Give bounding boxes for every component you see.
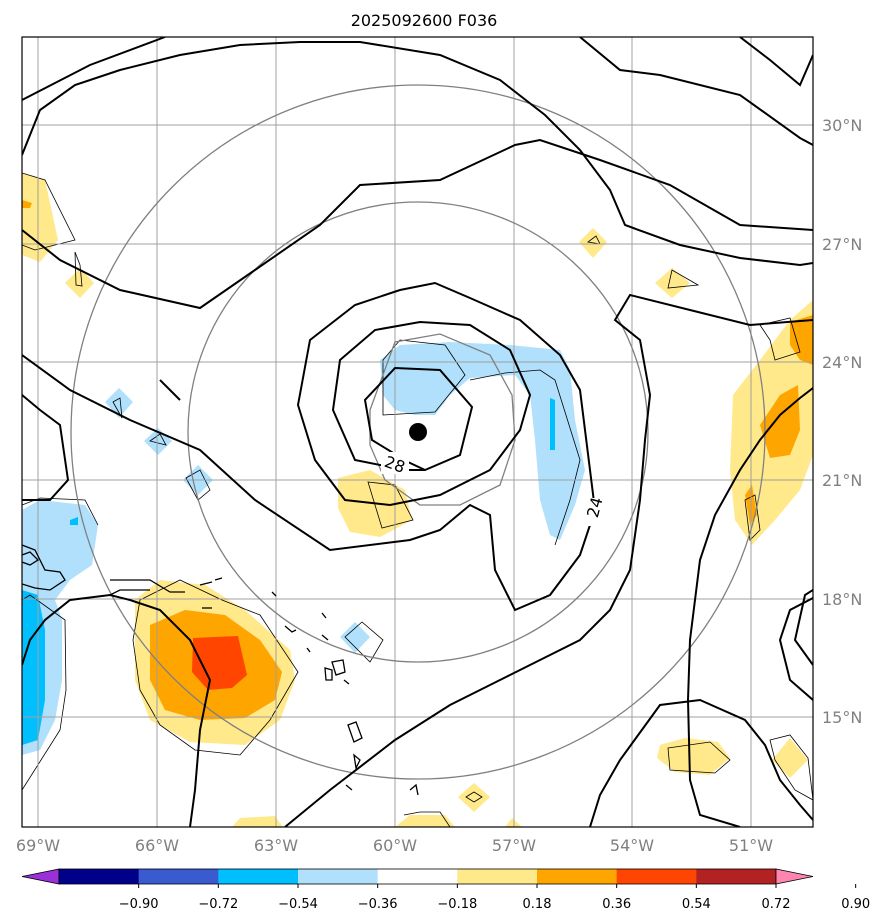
colorbar-segment bbox=[457, 869, 538, 884]
lat-label: 27°N bbox=[822, 235, 862, 254]
colorbar-ticks: −0.90 −0.72 −0.54 −0.36 −0.18 0.18 0.36 0.54 0.7… bbox=[119, 884, 870, 912]
colorbar-segment bbox=[537, 869, 618, 884]
colorbar-segment bbox=[377, 869, 458, 884]
shading-negative-low bbox=[22, 342, 585, 755]
longitude-axis-labels: 69°W 66°W 63°W 60°W 57°W 54°W 51°W bbox=[16, 836, 773, 855]
colorbar-tick-label: 0.36 bbox=[602, 897, 631, 912]
colorbar-tick-label: 0.90 bbox=[841, 897, 870, 912]
colorbar-segment bbox=[298, 869, 379, 884]
contour-label-24: 24 bbox=[583, 495, 607, 520]
lat-label: 24°N bbox=[822, 353, 862, 372]
lat-label: 15°N bbox=[822, 708, 862, 727]
map-panel: 28 24 bbox=[22, 37, 813, 827]
lat-label: 18°N bbox=[822, 590, 862, 609]
contour-label-bg-28 bbox=[381, 452, 409, 474]
colorbar-tick-label: −0.72 bbox=[198, 897, 238, 912]
colorbar-segment bbox=[696, 869, 777, 884]
lat-label: 21°N bbox=[822, 471, 862, 490]
colorbar-tick-label: −0.90 bbox=[119, 897, 159, 912]
bold-contours bbox=[22, 37, 813, 827]
lon-label: 66°W bbox=[135, 836, 179, 855]
colorbar-extend-low bbox=[21, 868, 60, 885]
lat-label: 30°N bbox=[822, 116, 862, 135]
colorbar: −0.90 −0.72 −0.54 −0.36 −0.18 0.18 0.36 0.54 0.7… bbox=[21, 868, 870, 912]
lat-lon-grid bbox=[22, 37, 813, 827]
colorbar-tick-label: 0.72 bbox=[762, 897, 791, 912]
lon-label: 57°W bbox=[492, 836, 536, 855]
colorbar-tick-label: −0.54 bbox=[278, 897, 318, 912]
colorbar-segment bbox=[138, 869, 219, 884]
colorbar-tick-label: 0.18 bbox=[523, 897, 552, 912]
colorbar-tick-label: −0.36 bbox=[358, 897, 398, 912]
colorbar-segment bbox=[218, 869, 299, 884]
storm-center-marker bbox=[409, 423, 427, 441]
lon-label: 51°W bbox=[729, 836, 773, 855]
map-frame bbox=[21, 36, 814, 828]
lon-label: 69°W bbox=[16, 836, 60, 855]
lon-label: 63°W bbox=[254, 836, 298, 855]
colorbar-segment bbox=[616, 869, 697, 884]
range-rings bbox=[70, 84, 766, 780]
lon-label: 54°W bbox=[610, 836, 654, 855]
colorbar-extend-high bbox=[775, 868, 814, 885]
colorbar-tick-label: −0.18 bbox=[437, 897, 477, 912]
colorbar-segment bbox=[59, 869, 140, 884]
lon-label: 60°W bbox=[373, 836, 417, 855]
colorbar-segments bbox=[58, 868, 777, 885]
colorbar-tick-label: 0.54 bbox=[682, 897, 711, 912]
shading-positive-high bbox=[192, 636, 247, 690]
thin-outline-contours bbox=[22, 172, 813, 827]
contour-label-bg-24 bbox=[584, 498, 604, 526]
coastlines bbox=[22, 544, 419, 796]
figure-title: 2025092600 F036 bbox=[351, 11, 498, 30]
latitude-axis-labels: 30°N 27°N 24°N 21°N 18°N 15°N bbox=[822, 116, 862, 727]
